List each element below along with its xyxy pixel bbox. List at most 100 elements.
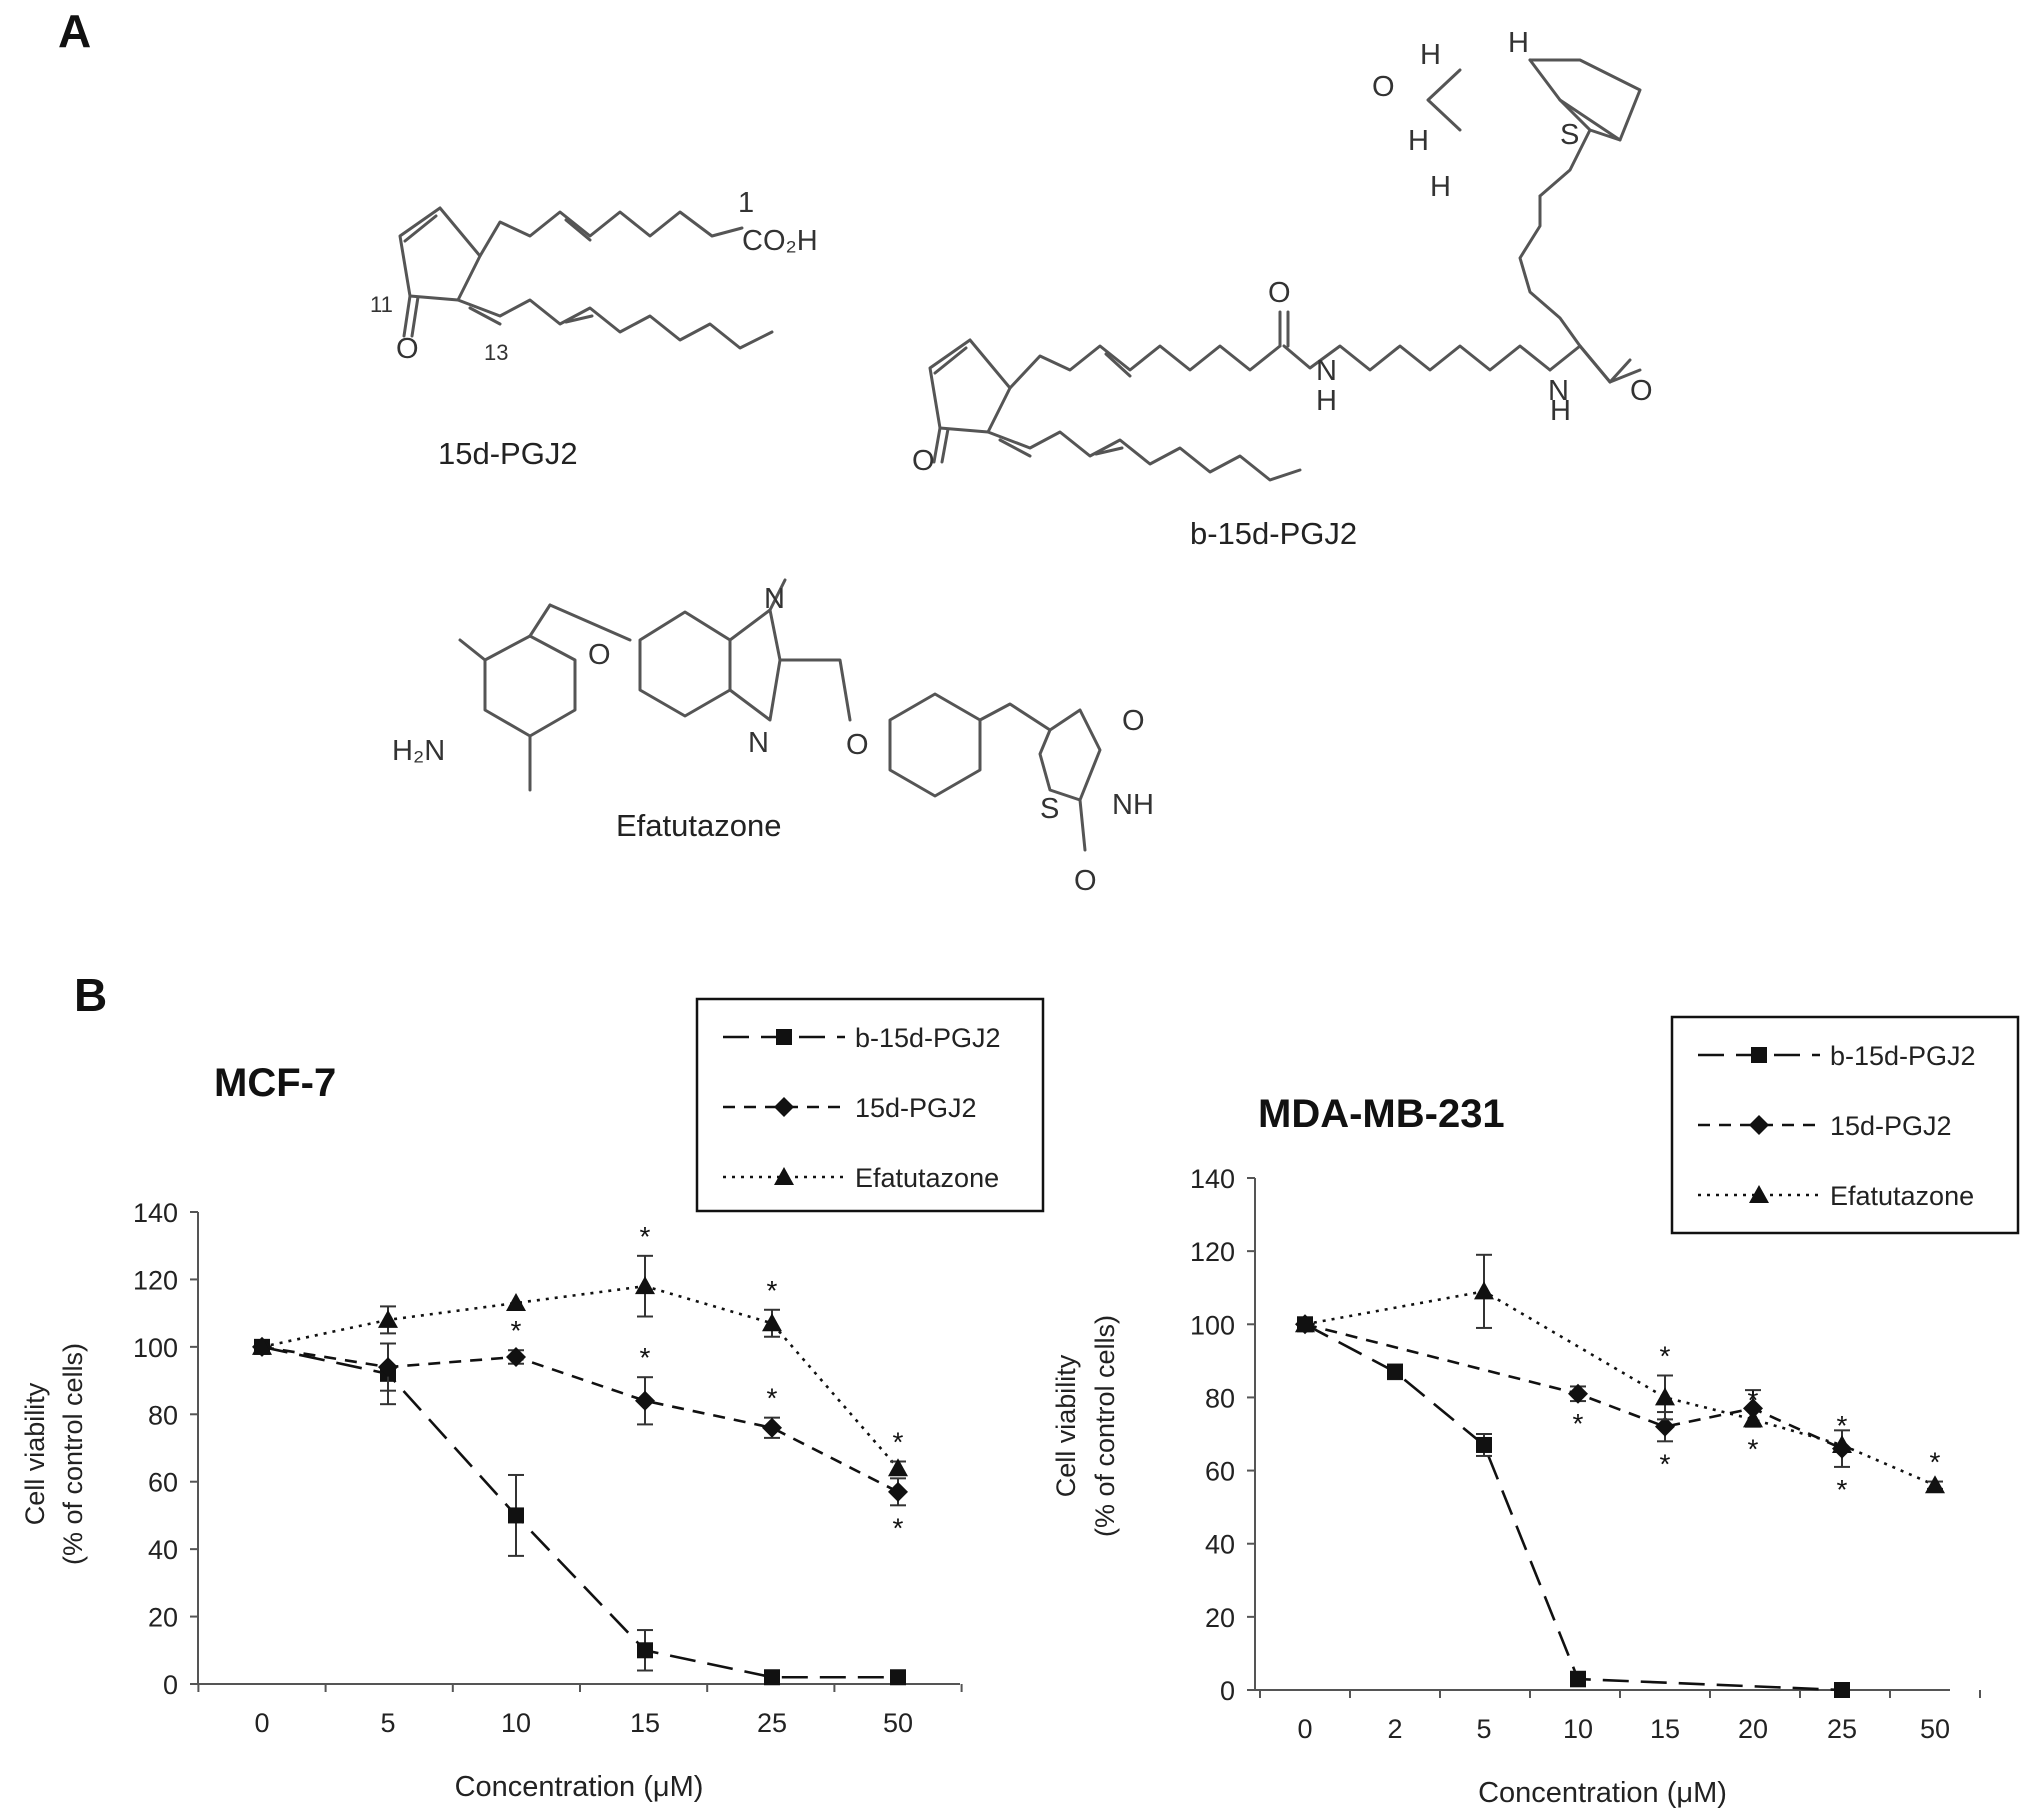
y-axis-label: Cell viability — [1051, 1354, 1081, 1497]
legend-label: 15d-PGJ2 — [855, 1093, 977, 1123]
legend-label: 15d-PGJ2 — [1830, 1111, 1952, 1141]
significance-star: * — [640, 1342, 651, 1373]
chem-label: CO₂H — [742, 225, 818, 257]
structure-b-15d-pgj2 — [928, 58, 1642, 482]
significance-star: * — [1837, 1474, 1848, 1505]
significance-star: * — [767, 1275, 778, 1306]
x-tick-label: 50 — [1920, 1714, 1950, 1744]
x-tick-label: 25 — [757, 1708, 787, 1738]
series-15d-pgj2: * * * * — [1295, 1314, 1852, 1505]
y-tick-label: 20 — [1205, 1603, 1235, 1633]
series-efatutazone: * * * * — [1295, 1253, 1945, 1494]
series-efatutazone: * * * — [252, 1221, 908, 1477]
series-b-15d-pgj2 — [254, 1338, 906, 1686]
diamond-marker — [378, 1357, 398, 1378]
x-axis-label: Concentration (μM) — [455, 1771, 704, 1803]
triangle-marker — [1474, 1281, 1494, 1300]
chem-label: 13 — [484, 340, 508, 365]
y-tick-label: 80 — [148, 1400, 178, 1430]
y-tick-label: 40 — [148, 1535, 178, 1565]
diamond-marker — [1832, 1438, 1852, 1459]
legend-box — [1670, 1015, 2020, 1235]
diamond-marker — [506, 1346, 526, 1367]
structure-15d-pgj2 — [398, 206, 774, 350]
y-tick-label: 20 — [148, 1603, 178, 1633]
significance-star: * — [1748, 1384, 1759, 1415]
diamond-marker — [1743, 1398, 1763, 1419]
triangle-marker — [762, 1313, 782, 1332]
square-marker — [1297, 1316, 1313, 1333]
chart-title: MCF-7 — [214, 1061, 336, 1105]
chem-label: S — [1560, 119, 1579, 151]
square-marker — [764, 1669, 780, 1686]
chem-label: H₂N — [392, 735, 445, 767]
series-line — [261, 1284, 899, 1470]
structure-efatutazone — [458, 578, 1102, 852]
y-axis-label: Cell viability — [20, 1382, 50, 1525]
y-tick-label: 80 — [1205, 1383, 1235, 1413]
series-line — [1304, 1323, 1843, 1450]
y-tick-label: 100 — [1190, 1310, 1235, 1340]
square-marker — [1751, 1047, 1767, 1063]
legend-label: b-15d-PGJ2 — [855, 1023, 1001, 1053]
x-tick-label: 5 — [1476, 1714, 1491, 1744]
series-line — [261, 1345, 899, 1493]
y-tick-label: 40 — [1205, 1530, 1235, 1560]
chem-label: N — [1548, 375, 1569, 407]
x-tick-label: 15 — [1650, 1714, 1680, 1744]
diamond-marker — [252, 1336, 272, 1357]
chem-label: N — [1316, 355, 1337, 387]
y-tick-label: 140 — [1190, 1164, 1235, 1194]
y-tick-label: 100 — [133, 1333, 178, 1363]
x-tick-label: 5 — [380, 1708, 395, 1738]
chem-label: H — [1508, 27, 1529, 59]
x-tick-label: 0 — [254, 1708, 269, 1738]
panel-a-label: A — [58, 5, 92, 57]
x-tick-label: 2 — [1387, 1714, 1402, 1744]
series-line — [1304, 1290, 1936, 1487]
compound-name-b-15d-pgj2: b-15d-PGJ2 — [1190, 516, 1358, 551]
square-marker — [380, 1365, 396, 1382]
square-marker — [1570, 1671, 1586, 1688]
chem-label: O — [1372, 71, 1395, 103]
triangle-marker — [1832, 1434, 1852, 1453]
significance-star: * — [1930, 1447, 1941, 1478]
chem-label: O — [1122, 705, 1145, 737]
square-marker — [1476, 1436, 1492, 1453]
chart-title: MDA-MB-231 — [1258, 1092, 1505, 1136]
triangle-marker — [635, 1276, 655, 1295]
chem-label: O — [1630, 375, 1653, 407]
triangle-marker — [506, 1293, 526, 1312]
y-tick-label: 140 — [133, 1198, 178, 1228]
x-tick-label: 10 — [501, 1708, 531, 1738]
triangle-marker — [1749, 1185, 1769, 1203]
triangle-marker — [1925, 1475, 1945, 1494]
triangle-marker — [1295, 1314, 1315, 1333]
significance-star: * — [511, 1315, 522, 1346]
square-marker — [508, 1507, 524, 1524]
legend-box — [695, 997, 1045, 1213]
significance-star: * — [1660, 1340, 1671, 1371]
y-tick-label: 120 — [133, 1265, 178, 1295]
chem-label: O — [912, 445, 935, 477]
legend: b-15d-PGJ2 15d-PGJ2 Efatutazone — [1670, 1015, 2020, 1235]
triangle-marker — [1655, 1387, 1675, 1406]
chem-label: O — [396, 333, 419, 365]
triangle-marker — [888, 1458, 908, 1477]
triangle-marker — [774, 1167, 794, 1185]
square-marker — [254, 1338, 270, 1355]
compound-name-15d-pgj2: 15d-PGJ2 — [438, 436, 578, 471]
x-tick-label: 20 — [1738, 1714, 1768, 1744]
legend-label: Efatutazone — [1830, 1181, 1974, 1211]
chem-label: H — [1408, 125, 1429, 157]
chem-label: H — [1316, 385, 1337, 417]
diamond-marker — [762, 1417, 782, 1438]
series-line — [261, 1345, 898, 1679]
square-marker — [890, 1669, 906, 1686]
x-tick-label: 50 — [883, 1708, 913, 1738]
diamond-marker — [774, 1097, 794, 1117]
square-marker — [1834, 1682, 1850, 1698]
diamond-marker — [1568, 1383, 1588, 1404]
compound-name-efatutazone: Efatutazone — [616, 808, 782, 843]
legend-label: Efatutazone — [855, 1163, 999, 1193]
